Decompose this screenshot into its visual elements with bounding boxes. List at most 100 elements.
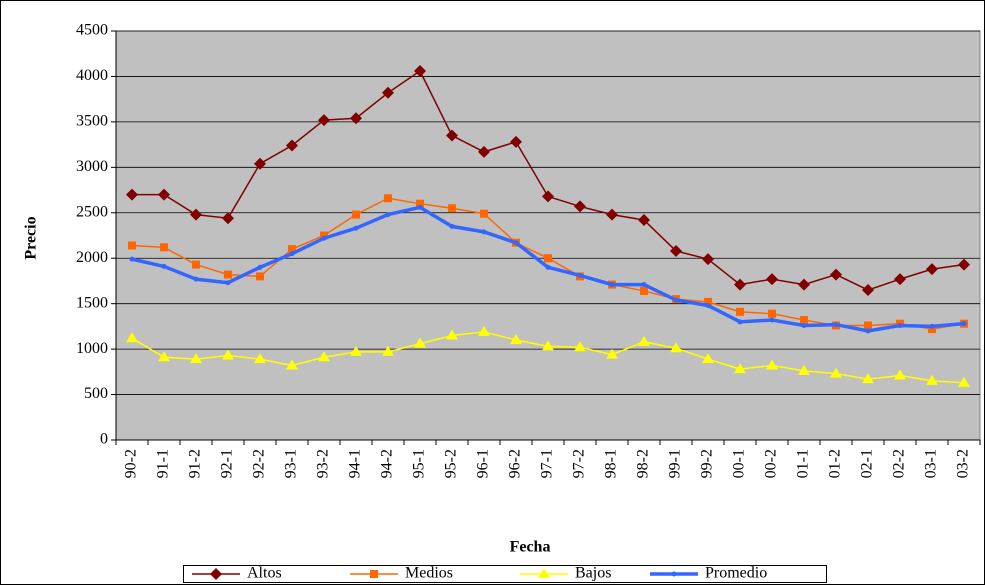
data-point bbox=[414, 337, 426, 348]
y-tick-label: 2000 bbox=[76, 249, 108, 266]
data-point bbox=[705, 302, 711, 308]
data-point bbox=[449, 223, 455, 229]
data-point bbox=[126, 332, 138, 343]
data-point bbox=[286, 359, 298, 370]
data-point bbox=[766, 359, 778, 370]
data-point bbox=[768, 309, 776, 318]
data-point bbox=[640, 286, 648, 295]
plot-area bbox=[115, 30, 981, 441]
data-point bbox=[257, 264, 263, 270]
data-point bbox=[766, 273, 778, 286]
x-axis-title: Fecha bbox=[510, 539, 551, 556]
data-point bbox=[865, 328, 871, 334]
y-axis-title: Precio bbox=[23, 216, 40, 259]
data-point bbox=[929, 323, 935, 329]
x-tick-label: 90-2 bbox=[123, 449, 140, 478]
data-point bbox=[224, 270, 232, 279]
y-tick-label: 1500 bbox=[76, 294, 108, 311]
data-point bbox=[225, 280, 231, 286]
data-point bbox=[414, 64, 426, 77]
data-point bbox=[158, 188, 170, 201]
data-point bbox=[192, 260, 200, 269]
x-tick-label: 00-2 bbox=[763, 449, 780, 478]
data-point bbox=[862, 373, 874, 384]
x-tick-label: 94-2 bbox=[379, 449, 396, 478]
data-point bbox=[448, 204, 456, 213]
data-point bbox=[129, 256, 135, 262]
data-point bbox=[736, 307, 744, 316]
data-point bbox=[256, 272, 264, 281]
data-point bbox=[702, 253, 714, 266]
x-tick-label: 91-2 bbox=[187, 449, 204, 478]
data-point bbox=[353, 225, 359, 231]
x-tick-label: 03-2 bbox=[955, 449, 972, 478]
data-point bbox=[670, 342, 682, 353]
legend-marker bbox=[671, 571, 677, 577]
y-tick-label: 0 bbox=[100, 431, 108, 448]
data-point bbox=[798, 278, 810, 291]
legend-label: Altos bbox=[247, 565, 282, 582]
y-tick-label: 3500 bbox=[76, 113, 108, 130]
data-point bbox=[544, 254, 552, 263]
data-point bbox=[542, 340, 554, 351]
legend-label: Bajos bbox=[575, 565, 611, 582]
data-point bbox=[321, 235, 327, 241]
x-tick-label: 93-1 bbox=[283, 449, 300, 478]
data-point bbox=[894, 273, 906, 286]
data-point bbox=[670, 244, 682, 257]
y-tick-label: 4500 bbox=[76, 22, 108, 39]
data-point bbox=[320, 231, 328, 240]
data-point bbox=[318, 351, 330, 362]
x-tick-label: 96-1 bbox=[475, 449, 492, 478]
data-point bbox=[737, 319, 743, 325]
x-tick-label: 92-1 bbox=[219, 449, 236, 478]
data-point bbox=[385, 212, 391, 218]
data-point bbox=[897, 322, 903, 328]
y-tick-label: 500 bbox=[84, 385, 108, 402]
data-point bbox=[480, 209, 488, 218]
legend-marker bbox=[538, 568, 550, 578]
x-tick-label: 94-1 bbox=[347, 449, 364, 478]
data-point bbox=[734, 278, 746, 291]
data-point bbox=[545, 264, 551, 270]
data-point bbox=[638, 214, 650, 227]
data-point bbox=[481, 229, 487, 235]
data-point bbox=[510, 334, 522, 345]
data-point bbox=[864, 321, 872, 330]
data-point bbox=[478, 325, 490, 336]
data-point bbox=[193, 276, 199, 282]
x-tick-label: 92-2 bbox=[251, 449, 268, 478]
data-point bbox=[190, 353, 202, 364]
data-point bbox=[577, 272, 583, 278]
data-point bbox=[382, 86, 394, 99]
data-point bbox=[289, 251, 295, 257]
data-point bbox=[769, 317, 775, 323]
data-point bbox=[958, 258, 970, 271]
y-tick-label: 3000 bbox=[76, 158, 108, 175]
data-point bbox=[254, 157, 266, 170]
data-point bbox=[128, 241, 136, 250]
data-point bbox=[702, 353, 714, 364]
x-tick-label: 95-1 bbox=[411, 449, 428, 478]
data-point bbox=[222, 212, 234, 225]
legend-box bbox=[183, 565, 827, 583]
data-point bbox=[830, 268, 842, 281]
legend-label: Medios bbox=[405, 565, 453, 582]
data-point bbox=[926, 263, 938, 276]
x-tick-label: 01-2 bbox=[827, 449, 844, 478]
data-point bbox=[254, 353, 266, 364]
data-point bbox=[606, 348, 618, 359]
y-tick-label: 1000 bbox=[76, 340, 108, 357]
data-point bbox=[704, 297, 712, 306]
data-point bbox=[190, 208, 202, 221]
data-point bbox=[609, 282, 615, 288]
x-tick-label: 00-1 bbox=[731, 449, 748, 478]
x-tick-label: 95-2 bbox=[443, 449, 460, 478]
data-point bbox=[800, 316, 808, 325]
data-point bbox=[833, 322, 839, 328]
data-point bbox=[801, 322, 807, 328]
data-point bbox=[478, 145, 490, 158]
data-point bbox=[350, 112, 362, 125]
x-tick-label: 98-2 bbox=[635, 449, 652, 478]
